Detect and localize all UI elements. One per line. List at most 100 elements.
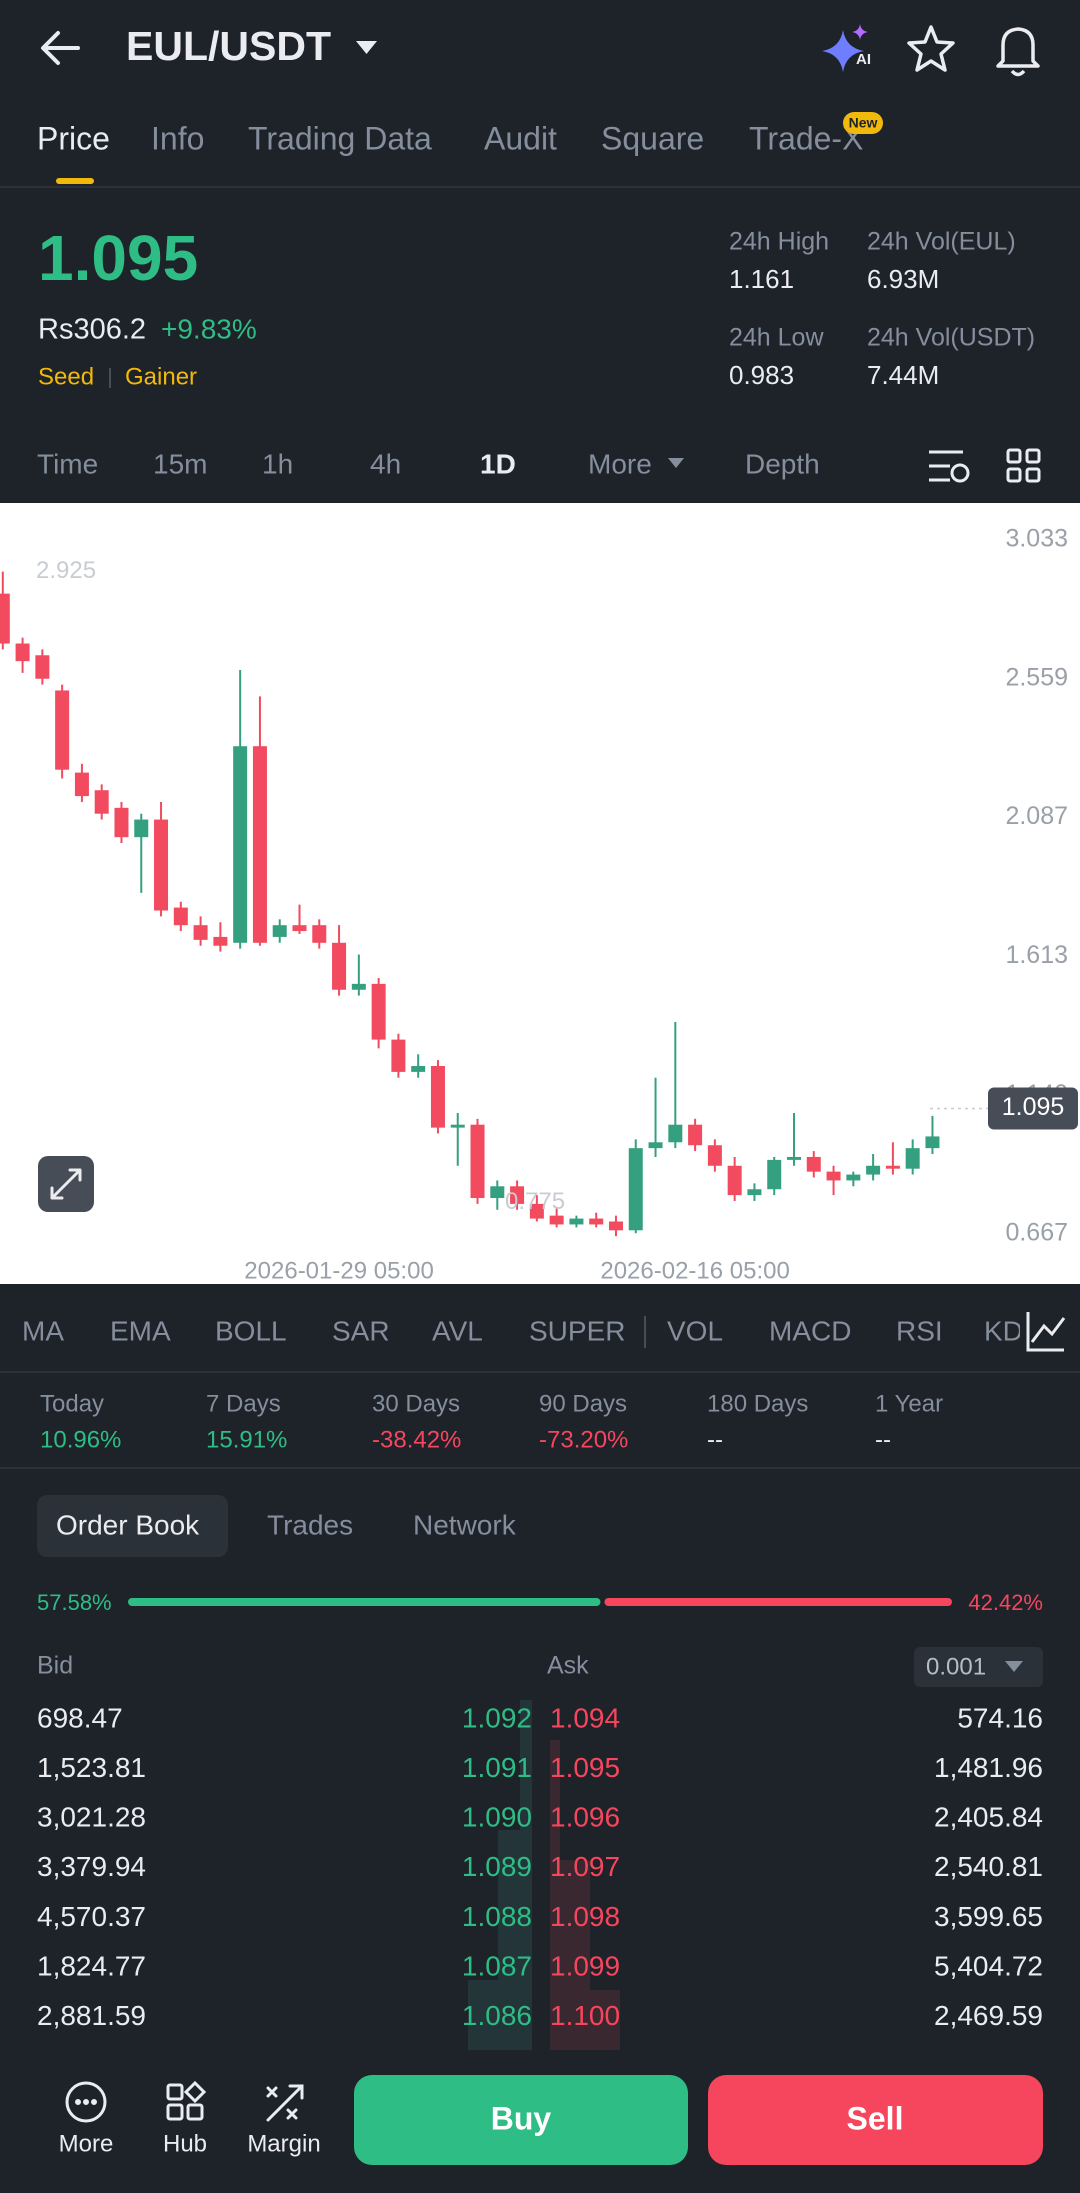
orderbook-rows: 698.47 1.092 1.094 574.16 1,523.81 1.091 1.095… (37, 1702, 1043, 2031)
bottom-bar: More Hub Margin (59, 2130, 321, 2157)
depth-shading (468, 1700, 620, 2050)
bid-quantity: 2,881.59 (37, 2000, 146, 2031)
candle-body (450, 1124, 465, 1128)
sell-button[interactable] (708, 2075, 1043, 2165)
settings-gear (950, 463, 970, 483)
back-button[interactable] (41, 31, 80, 65)
perf-value: -- (875, 1426, 891, 1453)
layout-button[interactable] (1006, 448, 1041, 483)
candle-body (252, 746, 267, 943)
fullscreen-button[interactable] (38, 1156, 94, 1212)
indicator[interactable]: KD (984, 1315, 1023, 1346)
bid-price: 1.087 (462, 1950, 532, 1981)
buy-label[interactable]: Buy (491, 2100, 552, 2136)
candle-body (193, 925, 208, 940)
perf-label: Today (40, 1390, 104, 1417)
orderbook-tabs: Order Book Trades Network (56, 1509, 517, 1540)
indicator[interactable]: VOL (667, 1315, 723, 1346)
ask-quantity: 2,540.81 (934, 1851, 1043, 1882)
indicator[interactable]: MA (22, 1315, 64, 1346)
bid-quantity: 1,824.77 (37, 1950, 146, 1981)
alert-button[interactable] (996, 27, 1040, 77)
perf-label: 1 Year (875, 1390, 943, 1417)
icon-circle (65, 2081, 107, 2123)
bid-quantity: 3,021.28 (37, 1802, 146, 1833)
chart-settings-button[interactable] (929, 450, 970, 483)
ai-sparkle-small (852, 24, 868, 40)
indicator[interactable]: SAR (332, 1315, 390, 1346)
new-badge: New (849, 115, 878, 131)
candle-body (727, 1165, 742, 1196)
grid-cell (1006, 467, 1022, 483)
tab[interactable]: Trading Data (248, 120, 432, 156)
candle-body (767, 1159, 782, 1190)
ai-button[interactable]: AI (822, 24, 871, 72)
tag[interactable]: Seed (38, 363, 94, 390)
y-tick-label: 3.033 (1005, 525, 1068, 553)
candle-body (134, 819, 149, 838)
timeframe[interactable]: 1D (480, 448, 516, 479)
perf-value: 10.96% (40, 1426, 121, 1453)
ask-price: 1.099 (550, 1950, 620, 1981)
nav-label[interactable]: Hub (163, 2130, 207, 2157)
sell-label[interactable]: Sell (847, 2100, 904, 2136)
settings-lines (929, 450, 963, 482)
tab[interactable]: Audit (484, 120, 557, 156)
hub-icon (166, 2080, 207, 2121)
indicator[interactable]: SUPER (529, 1315, 625, 1346)
candle-body (351, 983, 366, 990)
stat-label: 24h Vol(EUL) (867, 228, 1016, 256)
orderbook-tab[interactable]: Trades (267, 1509, 353, 1540)
nav-label[interactable]: Margin (247, 2130, 320, 2157)
timeframe[interactable]: Time (37, 448, 98, 479)
ask-price: 1.094 (550, 1702, 620, 1733)
bid-ask-ratio: 57.58% 42.42% (37, 1590, 1043, 1615)
perf-label: 180 Days (707, 1390, 808, 1417)
indicator[interactable]: RSI (896, 1315, 943, 1346)
nav-label[interactable]: More (59, 2130, 114, 2157)
last-price-label: 1.095 (1002, 1093, 1065, 1121)
timeframe[interactable]: 4h (370, 448, 401, 479)
indicator-settings-button[interactable] (1026, 1312, 1066, 1352)
orderbook-tab[interactable]: Network (413, 1509, 517, 1540)
precision-selector[interactable]: 0.001 (914, 1647, 1043, 1687)
icon-cell (166, 2083, 184, 2101)
tab[interactable]: Price (37, 120, 110, 156)
timeframe[interactable]: 15m (153, 448, 207, 479)
timeframe[interactable]: Depth (745, 448, 820, 479)
icon-cell (166, 2103, 184, 2121)
stat-label: 24h Low (729, 324, 824, 352)
orderbook-tab[interactable]: Order Book (56, 1509, 200, 1540)
pair-title[interactable]: EUL/USDT (126, 23, 331, 69)
timeframe[interactable]: 1h (262, 448, 293, 479)
more-icon (65, 2081, 107, 2123)
indicator[interactable]: MACD (769, 1315, 851, 1346)
candle-body (628, 1148, 643, 1231)
tag[interactable]: Gainer (125, 363, 197, 390)
icon-dot (91, 2099, 97, 2105)
active-tab-pill (37, 1495, 228, 1557)
candle-body (411, 1066, 426, 1072)
ask-header: Ask (547, 1652, 589, 1680)
pair-dropdown[interactable] (356, 41, 377, 54)
buy-button[interactable] (354, 2075, 688, 2165)
tab[interactable]: Info (151, 120, 204, 156)
candle-body (391, 1039, 406, 1072)
indicator[interactable]: EMA (110, 1315, 171, 1346)
favorite-button[interactable] (907, 25, 955, 72)
bell (996, 27, 1040, 68)
x-tick-label: 2026-01-29 05:00 (244, 1257, 434, 1284)
timeframe[interactable]: More (588, 448, 652, 479)
indicator[interactable]: AVL (432, 1315, 483, 1346)
ask-quantity: 5,404.72 (934, 1950, 1043, 1981)
tab[interactable]: Square (601, 120, 704, 156)
icon-dot (75, 2099, 81, 2105)
candle-body (233, 746, 248, 943)
candle-body (0, 593, 10, 644)
indicator[interactable]: BOLL (215, 1315, 287, 1346)
stat-value: 6.93M (867, 264, 939, 294)
ai-badge: AI (856, 51, 871, 68)
candle-body (35, 655, 50, 679)
candle-body (213, 936, 228, 946)
